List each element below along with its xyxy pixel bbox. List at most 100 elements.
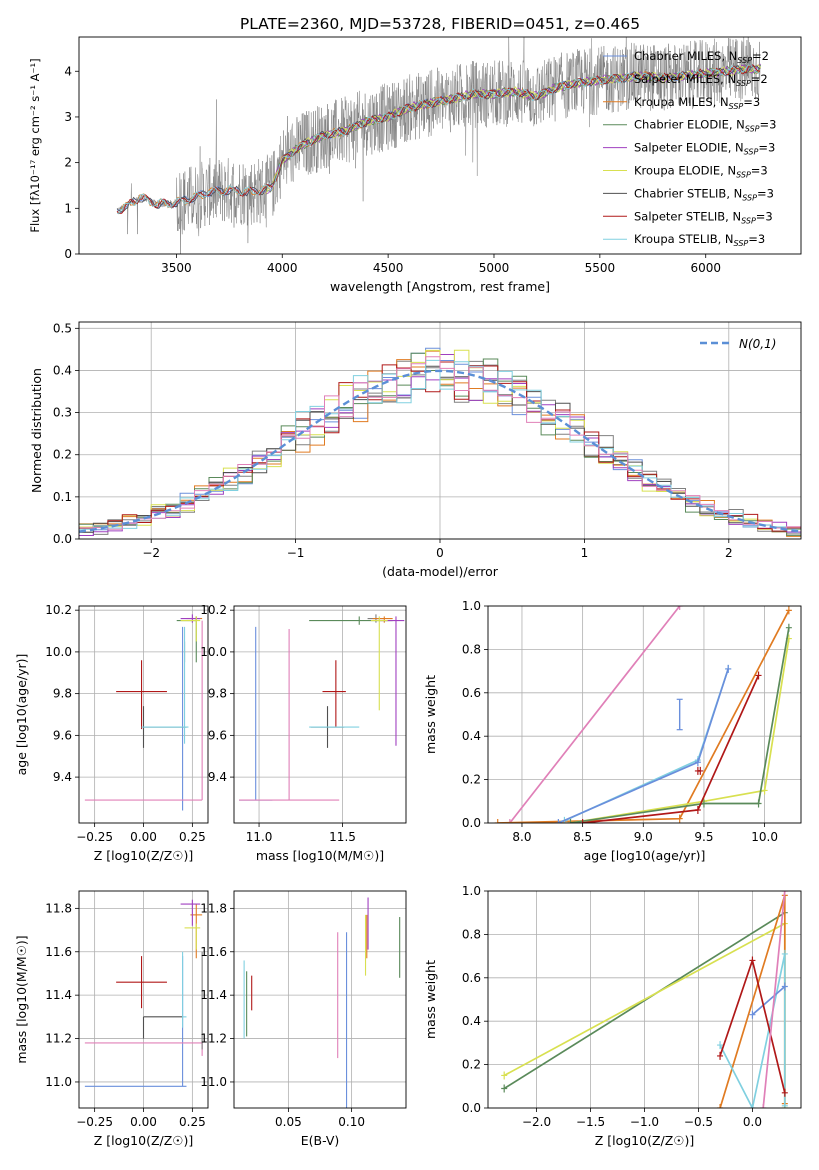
axes: −2 −1 0 1 2 0.0 0.1 0.2 0.3 0.4 0.5 (data-model)/er… [29, 321, 802, 579]
y-tick-label: 9.4 [53, 770, 72, 784]
y-tick-label: 0.6 [462, 971, 481, 985]
axes: −0.25 0.00 0.25 9.4 9.6 9.8 10.0 10.2 Z [log10(Z… [14, 603, 209, 863]
weight-marker [725, 664, 732, 673]
weight-marker [755, 671, 762, 680]
y-tick-label: 10.0 [45, 645, 72, 659]
legend-tail: =2 [751, 72, 768, 86]
y-tick-label: 0.2 [53, 448, 72, 462]
y-tick-label: 0.5 [53, 321, 72, 335]
y-tick-label: 1.0 [462, 599, 481, 613]
x-tick-label: 0 [436, 546, 444, 560]
x-tick-label: 0.00 [130, 1115, 157, 1129]
weight-marker [760, 1104, 767, 1108]
legend-sub: SSP [729, 102, 744, 111]
plot-area [239, 614, 405, 801]
y-tick-label: 0.0 [462, 816, 481, 830]
y-tick-label: 0.0 [462, 1101, 481, 1115]
x-tick-label: 3500 [161, 261, 192, 275]
y-tick-label: 11.2 [45, 1032, 72, 1046]
weight-marker [781, 891, 788, 895]
weight-marker [717, 1104, 724, 1108]
y-tick-label: 4 [64, 64, 72, 78]
weight-marker [755, 799, 762, 808]
y-tick-label: 0.4 [462, 1014, 481, 1028]
y-tick-label: 0.3 [53, 406, 72, 420]
x-tick-label: 0.25 [179, 830, 206, 844]
x-axis-label: Z [log10(Z/Z☉)] [94, 1133, 194, 1148]
legend-sub: SSP [734, 239, 749, 248]
weight-marker [676, 814, 683, 823]
y-tick-label: 10.2 [45, 603, 72, 617]
legend-tail: =3 [748, 232, 765, 246]
legend-label: Salpeter MILES, NSSP=2 [634, 72, 768, 88]
x-axis-label: E(B-V) [301, 1133, 340, 1148]
x-axis-label: Z [log10(Z/Z☉)] [595, 1133, 695, 1148]
y-tick-label: 11.6 [200, 945, 227, 959]
weight-marker [567, 819, 574, 823]
x-tick-label: −0.25 [76, 1115, 113, 1129]
legend-tail: =2 [752, 49, 769, 63]
weight-marker [781, 1088, 788, 1097]
x-tick-label: −0.25 [76, 830, 113, 844]
legend-sub: SSP [745, 125, 760, 134]
y-tick-label: 3 [64, 110, 72, 124]
legend-sub: SSP [737, 56, 752, 65]
legend-tail: =3 [757, 186, 774, 200]
x-tick-label: 0.25 [179, 1115, 206, 1129]
y-tick-label: 0.1 [53, 490, 72, 504]
x-axis-label: Z [log10(Z/Z☉)] [94, 848, 194, 863]
weight-line [503, 911, 786, 1090]
legend-label: Kroupa STELIB, NSSP=3 [634, 232, 765, 248]
x-tick-label: 5500 [585, 261, 616, 275]
x-axis-label: wavelength [Angstrom, rest frame] [330, 279, 550, 294]
legend-sub: SSP [736, 171, 751, 180]
figure-title: PLATE=2360, MJD=53728, FIBERID=0451, z=0… [240, 15, 640, 33]
weight-marker [676, 606, 683, 610]
legend-label: Kroupa ELODIE, NSSP=3 [634, 164, 768, 180]
y-tick-label: 0.0 [53, 532, 72, 546]
plot-area [84, 614, 203, 811]
y-tick-label: 0.2 [462, 1058, 481, 1072]
panel-mass-vs-ebv: 0.05 0.10 11.0 11.2 11.4 11.6 11.8 E(B-V) [200, 890, 407, 1148]
weight-marker [694, 805, 701, 814]
axes-frame [233, 605, 407, 824]
x-tick-label: 9.0 [634, 830, 653, 844]
weight-line [570, 627, 790, 823]
axes-frame [78, 890, 209, 1109]
weight-line [570, 638, 790, 823]
y-tick-label: 0.4 [462, 729, 481, 743]
legend-sub: SSP [742, 193, 757, 202]
model-line [117, 64, 761, 214]
legend: Chabrier MILES, NSSP=2 Salpeter MILES, NS… [603, 49, 776, 248]
y-tick-label: 9.6 [53, 728, 72, 742]
axes-frame [487, 890, 802, 1109]
weight-marker [579, 819, 586, 823]
x-tick-label: 0.05 [275, 1115, 302, 1129]
y-tick-label: 9.4 [208, 770, 227, 784]
weight-marker [700, 799, 707, 808]
x-tick-label: 4000 [267, 261, 298, 275]
y-tick-label: 0.8 [462, 927, 481, 941]
weight-marker [555, 819, 562, 823]
x-tick-label: −1.5 [576, 1115, 605, 1129]
legend-label: Chabrier STELIB, NSSP=3 [634, 186, 774, 202]
legend-tail: =3 [760, 118, 777, 132]
y-tick-label: 0.8 [462, 642, 481, 656]
y-tick-label: 0.4 [53, 363, 72, 377]
panel-mass-vs-Z: −0.25 0.00 0.25 11.0 11.2 11.4 11.6 11.8 Z [log1… [14, 890, 209, 1148]
plot-area [116, 37, 762, 254]
y-tick-label: 9.8 [53, 687, 72, 701]
y-tick-label: 11.0 [45, 1075, 72, 1089]
legend-label: Salpeter STELIB, NSSP=3 [634, 209, 773, 225]
x-axis-label: age [log10(age/yr)] [584, 848, 706, 863]
y-axis-label: mass weight [423, 675, 438, 754]
axes-frame [78, 36, 802, 255]
legend: N(0,1) [700, 337, 776, 351]
weight-line [751, 985, 786, 1016]
axes: −2.0 −1.5 −1.0 −0.5 0.0 0.0 0.2 0.4 0.6 0.8 1.0 Z [… [423, 884, 802, 1148]
weight-marker [717, 1051, 724, 1060]
legend-sub: SSP [741, 216, 756, 225]
weight-marker [785, 623, 792, 632]
panel-residuals: −2 −1 0 1 2 0.0 0.1 0.2 0.3 0.4 0.5 (data-model)/er… [29, 321, 802, 579]
